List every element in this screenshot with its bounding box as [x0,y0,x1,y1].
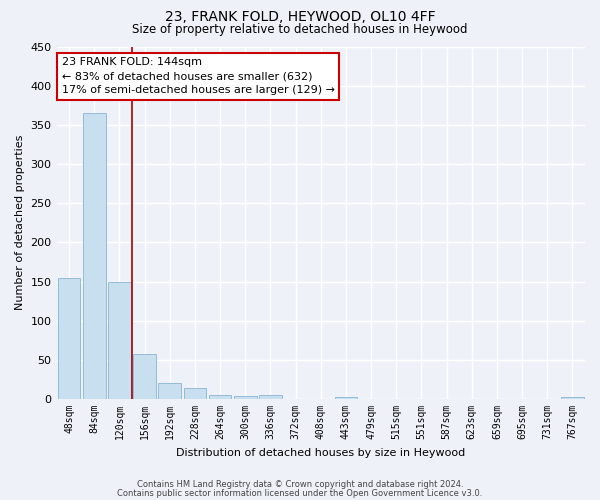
Text: 23, FRANK FOLD, HEYWOOD, OL10 4FF: 23, FRANK FOLD, HEYWOOD, OL10 4FF [164,10,436,24]
Text: Contains HM Land Registry data © Crown copyright and database right 2024.: Contains HM Land Registry data © Crown c… [137,480,463,489]
Text: Size of property relative to detached houses in Heywood: Size of property relative to detached ho… [132,22,468,36]
Bar [234,396,257,399]
Bar [259,395,282,399]
Bar [58,278,80,399]
X-axis label: Distribution of detached houses by size in Heywood: Distribution of detached houses by size … [176,448,466,458]
Bar [335,396,357,399]
Bar [108,282,131,399]
Y-axis label: Number of detached properties: Number of detached properties [15,135,25,310]
Bar [83,113,106,399]
Bar [209,395,232,399]
Bar [133,354,156,399]
Bar [158,384,181,399]
Text: Contains public sector information licensed under the Open Government Licence v3: Contains public sector information licen… [118,488,482,498]
Bar [184,388,206,399]
Bar [561,396,584,399]
Text: 23 FRANK FOLD: 144sqm
← 83% of detached houses are smaller (632)
17% of semi-det: 23 FRANK FOLD: 144sqm ← 83% of detached … [62,57,335,95]
